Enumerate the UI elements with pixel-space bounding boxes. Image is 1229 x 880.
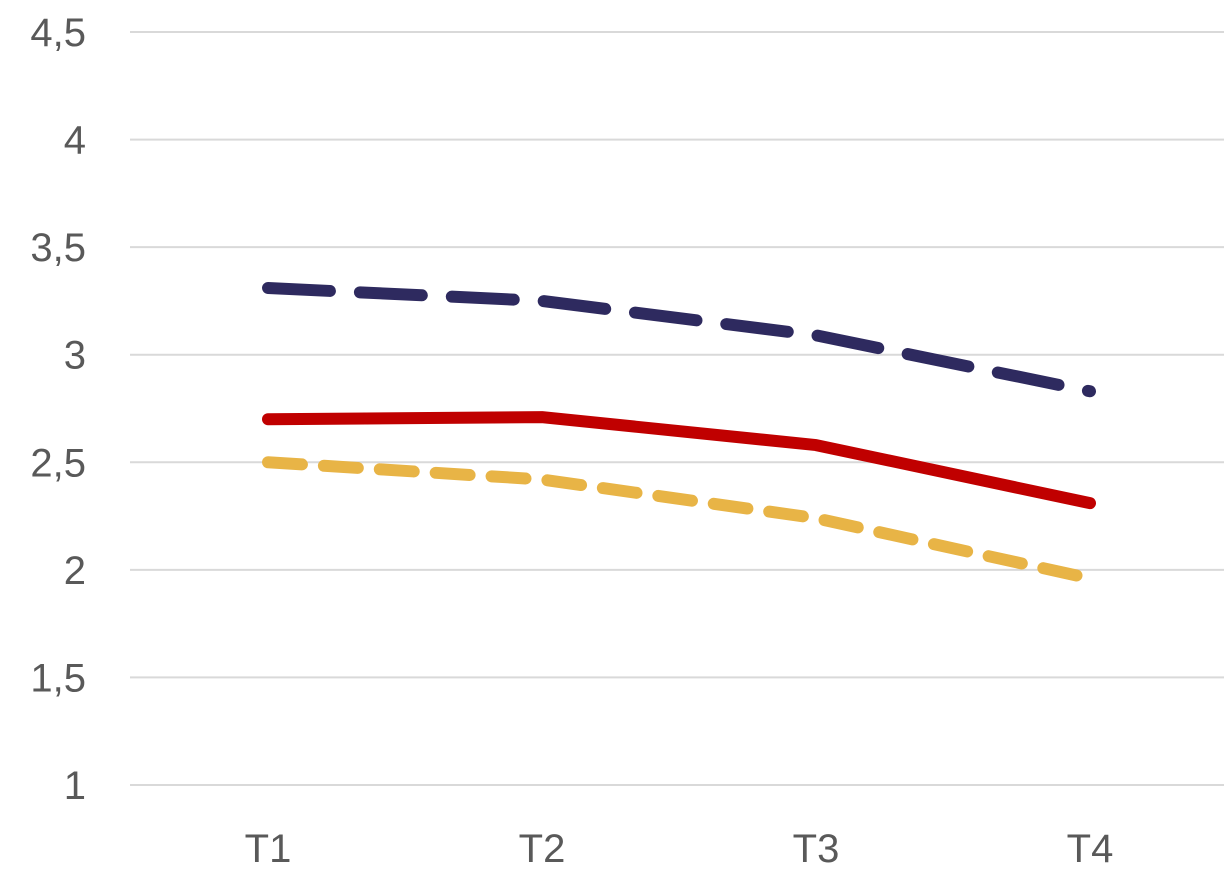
y-tick-label: 4 — [64, 119, 86, 163]
x-tick-label: T2 — [519, 827, 566, 871]
y-tick-label: 4,5 — [30, 11, 86, 55]
series-lines — [262, 282, 1096, 585]
x-tick-label: T4 — [1067, 827, 1114, 871]
series-line-2 — [262, 411, 1096, 510]
gridlines — [130, 31, 1224, 786]
x-axis-tick-labels: T1 T2 T3 T4 — [245, 827, 1114, 871]
x-tick-label: T1 — [245, 827, 292, 871]
series-line-1 — [262, 282, 1096, 398]
y-tick-label: 3 — [64, 334, 86, 378]
series-line-3 — [262, 456, 1096, 585]
y-tick-label: 2,5 — [30, 441, 86, 485]
y-tick-label: 1,5 — [30, 656, 86, 700]
x-tick-label: T3 — [793, 827, 840, 871]
y-tick-label: 2 — [64, 549, 86, 593]
y-tick-label: 3,5 — [30, 226, 86, 270]
y-tick-label: 1 — [64, 764, 86, 808]
y-axis-tick-labels: 4,5 4 3,5 3 2,5 2 1,5 1 — [30, 11, 86, 808]
